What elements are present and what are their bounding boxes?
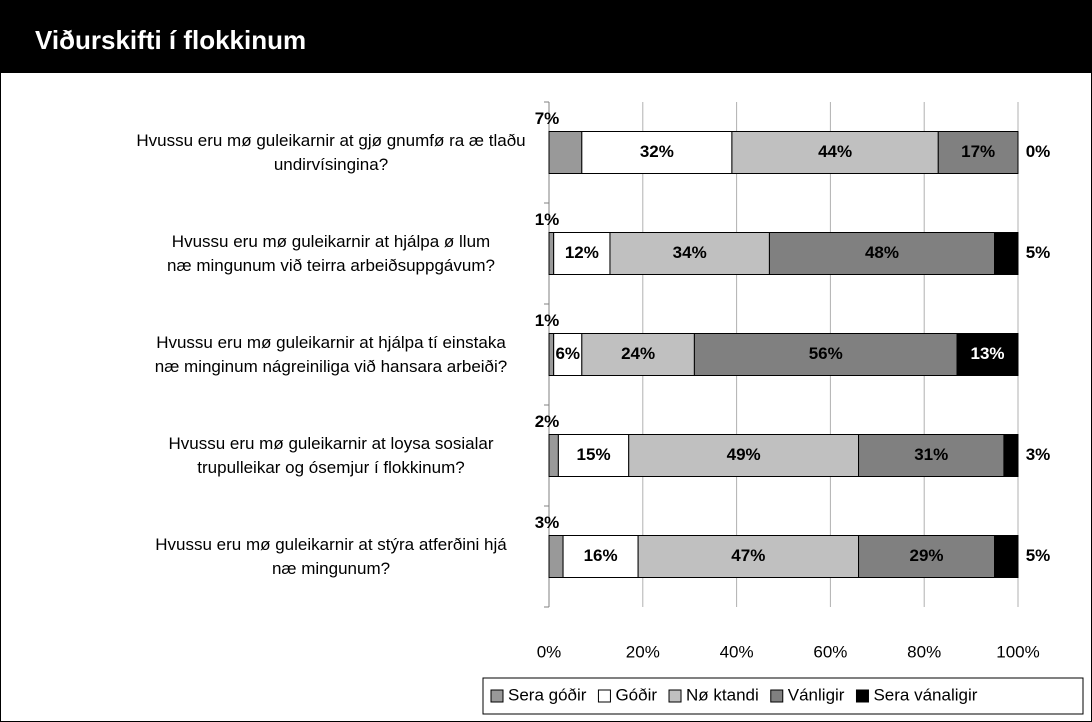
- bar-segment: [937, 131, 1019, 174]
- x-tick-label: 100%: [996, 642, 1039, 661]
- data-label: 5%: [1026, 243, 1051, 262]
- x-tick-label: 80%: [907, 642, 941, 661]
- data-label: 32%: [640, 142, 674, 161]
- legend-swatch: [855, 689, 869, 703]
- data-label: 56%: [809, 344, 843, 363]
- bar-segment: [557, 434, 630, 477]
- bar-segment: [548, 131, 583, 174]
- x-tick-label: 20%: [626, 642, 660, 661]
- category-label: Hvussu eru mø guleikarnir at hjálpa tí e…: [154, 332, 508, 376]
- bar-segment: [693, 333, 958, 376]
- x-tick-label: 60%: [813, 642, 847, 661]
- category-label: Hvussu eru mø guleikarnir at gjø gnumfø …: [136, 130, 526, 174]
- legend-swatch: [490, 689, 504, 703]
- bar-segment: [1003, 434, 1019, 477]
- bar-segment: [581, 333, 695, 376]
- data-label: 3%: [1026, 445, 1051, 464]
- data-label: 17%: [961, 142, 995, 161]
- data-label: 31%: [914, 445, 948, 464]
- bar-segment: [581, 131, 733, 174]
- legend-label: Sera vánaligir: [873, 685, 977, 704]
- data-label: 1%: [535, 311, 560, 330]
- category-label: Hvussu eru mø guleikarnir at loysa sosia…: [168, 433, 494, 477]
- x-tick-label: 40%: [720, 642, 754, 661]
- bar-segment: [994, 535, 1019, 578]
- data-label: 24%: [621, 344, 655, 363]
- bar-segment: [956, 333, 1019, 376]
- legend-swatch: [668, 689, 682, 703]
- bar-segment: [553, 333, 583, 376]
- data-label: 3%: [535, 513, 560, 532]
- legend-swatch: [770, 689, 784, 703]
- bar-segment: [562, 535, 639, 578]
- header-bar: Viðurskifti í flokkinum: [1, 1, 1091, 73]
- category-label: Hvussu eru mø guleikarnir at hjálpa ø ll…: [167, 231, 495, 275]
- data-label: 48%: [865, 243, 899, 262]
- bar-segment: [628, 434, 860, 477]
- data-label: 34%: [673, 243, 707, 262]
- data-label: 7%: [535, 109, 560, 128]
- data-label: 1%: [535, 210, 560, 229]
- legend-label: Sera góðir: [508, 685, 587, 704]
- data-label: 44%: [818, 142, 852, 161]
- bar-segment: [994, 232, 1019, 275]
- data-label: 2%: [535, 412, 560, 431]
- bar-segment: [858, 535, 996, 578]
- data-label: 29%: [910, 546, 944, 565]
- data-label: 0%: [1026, 142, 1051, 161]
- bar-segment: [609, 232, 770, 275]
- bar-segment: [553, 232, 611, 275]
- data-label: 16%: [584, 546, 618, 565]
- legend-label: Góðir: [615, 685, 657, 704]
- x-tick-label: 0%: [537, 642, 562, 661]
- legend-label: Nø ktandi: [686, 685, 759, 704]
- data-label: 15%: [577, 445, 611, 464]
- data-label: 13%: [970, 344, 1004, 363]
- bar-segment: [858, 434, 1005, 477]
- data-label: 47%: [731, 546, 765, 565]
- legend-swatch: [597, 689, 611, 703]
- chart-title: Viðurskifti í flokkinum: [35, 25, 307, 55]
- bar-segment: [731, 131, 939, 174]
- data-label: 12%: [565, 243, 599, 262]
- data-label: 6%: [555, 344, 580, 363]
- data-label: 5%: [1026, 546, 1051, 565]
- data-label: 49%: [727, 445, 761, 464]
- category-label: Hvussu eru mø guleikarnir at stýra atfer…: [155, 534, 507, 578]
- legend-label: Vánligir: [788, 685, 845, 704]
